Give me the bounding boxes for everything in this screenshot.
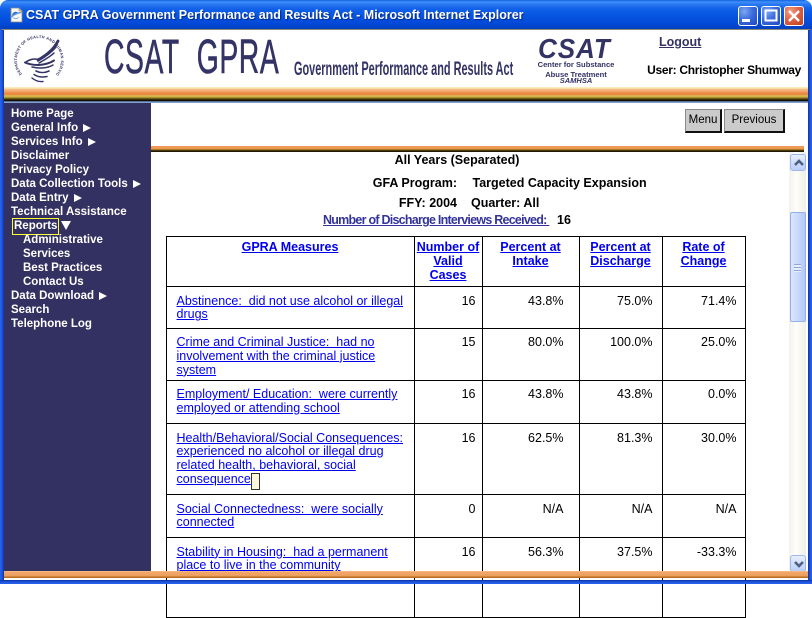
svg-text:DEPARTMENT OF HEALTH AND HUMAN: DEPARTMENT OF HEALTH AND HUMAN SERVICES … xyxy=(13,32,65,77)
